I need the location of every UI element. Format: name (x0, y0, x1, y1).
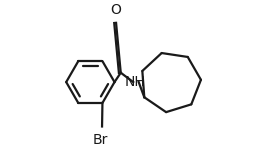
Text: NH: NH (124, 75, 145, 89)
Text: Br: Br (93, 133, 108, 147)
Text: O: O (111, 3, 121, 17)
